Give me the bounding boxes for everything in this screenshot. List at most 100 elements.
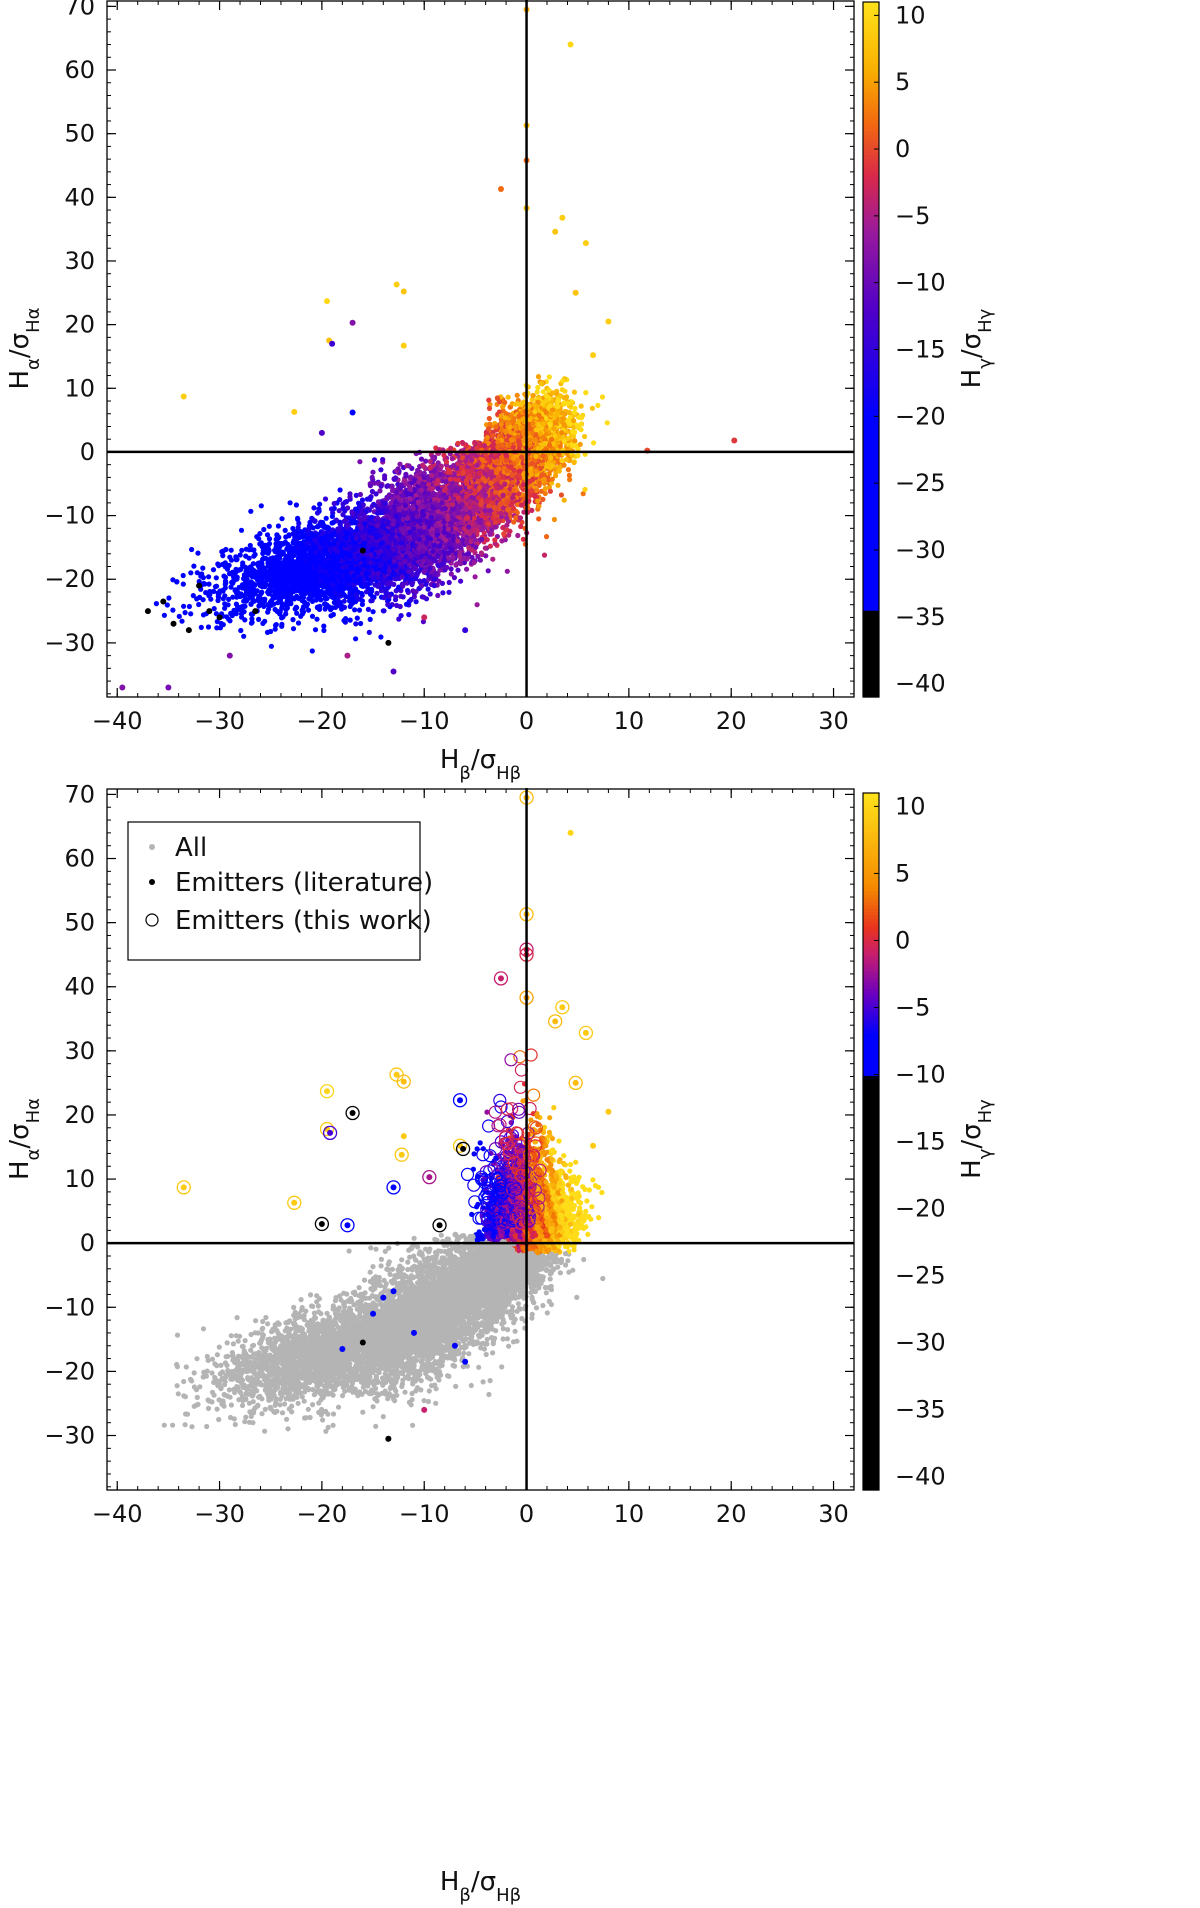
data-point: [400, 594, 406, 600]
data-point: [474, 602, 480, 608]
data-point: [449, 456, 455, 462]
data-point: [248, 620, 255, 626]
data-point: [413, 599, 419, 605]
data-point: [205, 624, 212, 630]
data-point: [406, 463, 412, 469]
data-point: [295, 620, 302, 626]
data-point: [329, 605, 335, 611]
data-point: [188, 611, 194, 617]
data-point: [591, 440, 597, 446]
data-point: [506, 532, 512, 538]
data-point: [189, 546, 195, 553]
data-point: [604, 420, 610, 426]
data-point: [179, 618, 185, 624]
data-point: [266, 536, 273, 542]
data-point: [295, 524, 301, 531]
data-point: [536, 516, 542, 522]
data-point: [341, 598, 347, 604]
data-point: [367, 616, 373, 623]
data-point: [366, 629, 372, 636]
data-point: [312, 627, 319, 633]
data-point: [455, 567, 461, 573]
data-point: [223, 546, 229, 553]
data-point: [397, 461, 403, 467]
data-point: [571, 389, 578, 395]
data-point: [153, 601, 159, 607]
data-point: [238, 566, 244, 573]
data-point: [535, 384, 541, 391]
data-point: [293, 502, 299, 508]
data-point: [378, 467, 384, 473]
data-point: [421, 470, 427, 476]
data-point: [487, 421, 493, 427]
data-point: [578, 403, 584, 409]
data-point: [540, 389, 546, 395]
data-point: [242, 564, 248, 570]
data-point: [309, 648, 315, 654]
data-point: [337, 487, 343, 493]
data-point: [529, 507, 535, 513]
data-point: [264, 532, 271, 538]
data-point: [561, 497, 567, 503]
data-point: [261, 526, 267, 533]
data-point: [248, 508, 254, 514]
data-point: [418, 456, 425, 462]
data-point: [500, 404, 506, 410]
data-point: [435, 592, 441, 599]
data-point: [353, 621, 359, 627]
data-point: [499, 538, 505, 544]
data-point: [314, 616, 320, 622]
data-point: [354, 615, 360, 621]
data-point: [371, 457, 378, 463]
data-point: [485, 568, 491, 574]
data-point: [556, 468, 562, 474]
data-point: [370, 469, 376, 475]
data-point: [242, 617, 248, 623]
data-point: [353, 492, 359, 498]
data-point: [323, 515, 329, 521]
data-point: [161, 612, 167, 618]
data-point: [174, 579, 180, 585]
data-point: [357, 459, 363, 465]
data-point: [551, 516, 558, 523]
data-point: [575, 453, 581, 459]
data-point: [279, 516, 285, 522]
data-point: [240, 560, 246, 566]
data-point: [391, 476, 398, 482]
data-point: [287, 500, 293, 506]
data-point: [206, 581, 212, 587]
data-point: [266, 523, 272, 529]
data-point: [226, 596, 232, 603]
data-point: [257, 531, 263, 537]
data-point: [214, 625, 220, 631]
data-point: [309, 613, 316, 619]
data-point: [558, 492, 565, 498]
data-point: [294, 605, 300, 611]
data-point: [347, 617, 353, 623]
data-point: [555, 482, 561, 488]
data-point: [290, 626, 297, 632]
data-point: [541, 552, 548, 558]
data-point: [215, 561, 221, 567]
data-point: [322, 606, 328, 612]
data-point: [398, 613, 404, 619]
data-point: [331, 500, 337, 507]
data-point: [198, 624, 204, 631]
top-scatter-panel: −40 −30 −20 −10 0 10 20 30−30−20−10010203040506…: [5, 0, 996, 784]
data-point: [477, 557, 483, 563]
data-point: [385, 483, 391, 489]
data-point: [518, 523, 524, 530]
data-point: [538, 488, 544, 494]
data-point: [427, 591, 433, 597]
data-point: [511, 519, 517, 525]
data-point: [542, 490, 548, 497]
data-point: [290, 617, 296, 623]
data-point: [446, 589, 452, 595]
data-point: [582, 433, 588, 440]
data-point: [458, 578, 464, 584]
data-point: [378, 634, 384, 640]
data-point: [259, 589, 265, 595]
data-point: [352, 607, 358, 613]
data-point: [358, 620, 364, 627]
data-point: [542, 486, 548, 492]
